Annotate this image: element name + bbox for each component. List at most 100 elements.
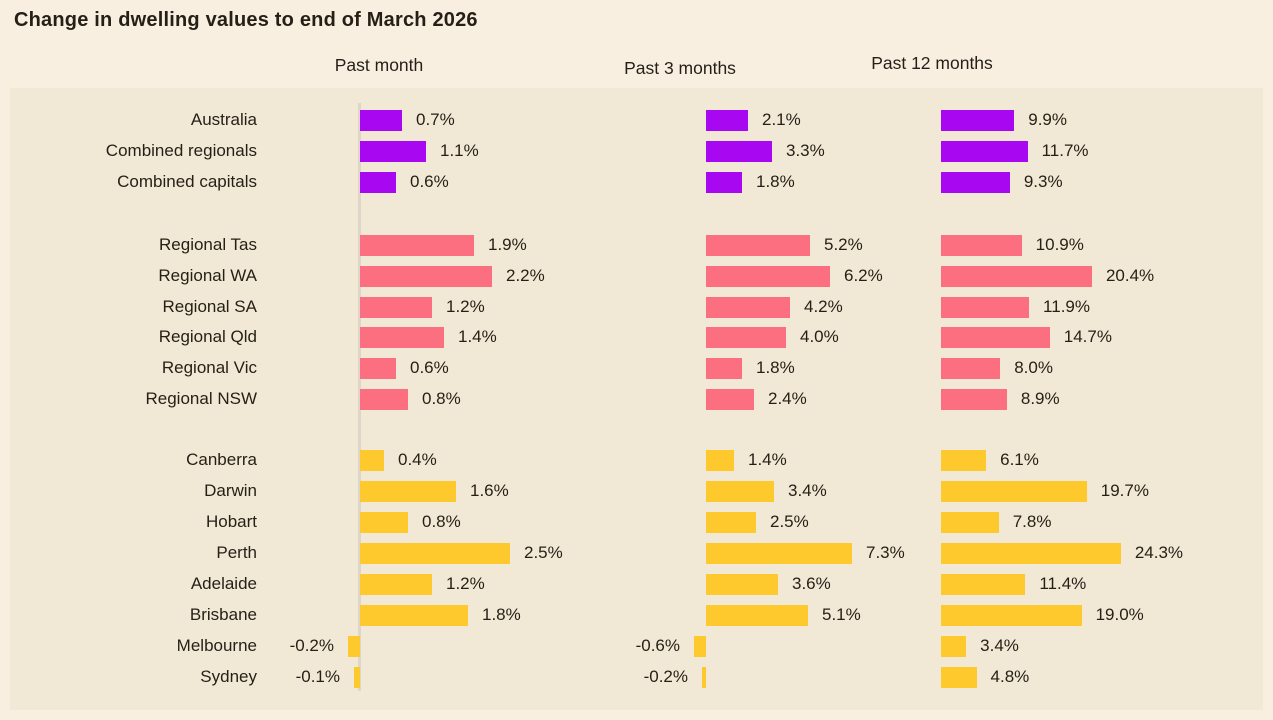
value-label: 9.3% <box>1023 172 1063 191</box>
row-label: Australia <box>190 110 257 129</box>
value-bar <box>354 667 360 688</box>
axis-baseline <box>358 103 361 691</box>
row-label: Darwin <box>204 481 257 500</box>
value-bar <box>360 574 432 595</box>
chart-title: Change in dwelling values to end of Marc… <box>14 9 478 31</box>
value-label: 5.2% <box>824 235 863 254</box>
row-label: Regional NSW <box>145 389 258 408</box>
value-label: -0.2% <box>643 667 688 686</box>
value-bar <box>706 141 772 162</box>
value-bar <box>941 512 999 533</box>
column-header: Past 3 months <box>624 58 736 78</box>
row-label: Regional Tas <box>159 235 257 254</box>
value-bar <box>360 141 426 162</box>
value-bar <box>941 266 1092 287</box>
value-bar <box>706 172 742 193</box>
row-label: Sydney <box>200 667 257 686</box>
value-bar <box>941 481 1087 502</box>
value-bar <box>360 481 456 502</box>
value-label: 0.7% <box>416 110 455 129</box>
value-label: 1.9% <box>488 235 527 254</box>
value-bar <box>702 667 706 688</box>
value-bar <box>941 450 987 471</box>
value-label: 7.3% <box>866 543 905 562</box>
value-bar <box>706 358 742 379</box>
value-label: 2.1% <box>762 110 801 129</box>
value-label: 1.8% <box>482 605 521 624</box>
value-label: 2.5% <box>524 543 563 562</box>
value-bar <box>941 667 977 688</box>
value-label: 8.0% <box>1014 358 1053 377</box>
value-bar <box>360 512 408 533</box>
row-label: Combined capitals <box>117 172 257 191</box>
value-label: 5.1% <box>822 605 861 624</box>
value-bar <box>941 358 1001 379</box>
value-bar <box>360 297 432 318</box>
value-label: 0.6% <box>410 358 449 377</box>
value-label: 3.6% <box>792 574 831 593</box>
value-label: -0.6% <box>635 636 680 655</box>
value-bar <box>360 266 492 287</box>
value-label: 2.2% <box>506 266 545 285</box>
value-label: 3.3% <box>786 141 825 160</box>
value-label: 2.5% <box>770 512 809 531</box>
value-label: 6.2% <box>844 266 883 285</box>
value-bar <box>360 327 444 348</box>
value-bar <box>941 327 1050 348</box>
value-bar <box>941 172 1010 193</box>
value-bar <box>706 266 830 287</box>
value-bar <box>360 543 510 564</box>
value-bar <box>941 110 1015 131</box>
value-bar <box>941 141 1028 162</box>
value-label: 6.1% <box>1000 450 1039 469</box>
value-bar <box>941 543 1121 564</box>
value-bar <box>360 235 474 256</box>
chart-panel: Australia 0.7% 2.1% 9.9% Combined regionals 1… <box>10 88 1263 710</box>
value-label: 19.7% <box>1100 481 1149 500</box>
value-label: 19.0% <box>1095 605 1144 624</box>
value-label: 11.7% <box>1041 141 1089 160</box>
value-bar <box>360 172 396 193</box>
value-bar <box>706 110 748 131</box>
row-label: Combined regionals <box>105 141 257 160</box>
value-bar <box>706 327 786 348</box>
value-bar <box>706 543 852 564</box>
value-label: 20.4% <box>1105 266 1155 285</box>
value-bar <box>348 636 360 657</box>
value-bar <box>360 450 384 471</box>
value-bar <box>941 636 967 657</box>
value-label: 1.2% <box>446 574 485 593</box>
value-label: 9.9% <box>1028 110 1067 129</box>
row-label: Regional Vic <box>161 358 257 377</box>
value-bar <box>360 605 468 626</box>
row-label: Adelaide <box>190 574 257 593</box>
value-bar <box>706 574 778 595</box>
value-bar <box>360 389 408 410</box>
value-label: 14.7% <box>1063 327 1112 346</box>
value-label: 0.8% <box>422 389 461 408</box>
value-label: -0.1% <box>295 667 340 686</box>
value-bar <box>941 297 1030 318</box>
value-label: 1.1% <box>440 141 479 160</box>
row-label: Canberra <box>186 450 257 469</box>
value-label: 0.6% <box>410 172 449 191</box>
value-bar <box>941 574 1026 595</box>
value-label: 1.6% <box>470 481 509 500</box>
row-label: Regional SA <box>162 297 257 316</box>
value-bar <box>706 512 756 533</box>
value-label: 1.8% <box>756 172 795 191</box>
value-bar <box>706 235 810 256</box>
value-label: 8.9% <box>1020 389 1060 408</box>
value-bar <box>941 235 1022 256</box>
row-label: Regional Qld <box>158 327 257 346</box>
value-label: 11.9% <box>1043 297 1090 316</box>
column-header: Past month <box>334 55 424 75</box>
value-bar <box>360 110 402 131</box>
value-label: -0.2% <box>289 636 334 655</box>
value-label: 7.8% <box>1012 512 1052 531</box>
row-label: Melbourne <box>176 636 257 655</box>
value-label: 4.2% <box>804 297 843 316</box>
row-label: Brisbane <box>189 605 257 624</box>
value-label: 4.0% <box>800 327 839 346</box>
